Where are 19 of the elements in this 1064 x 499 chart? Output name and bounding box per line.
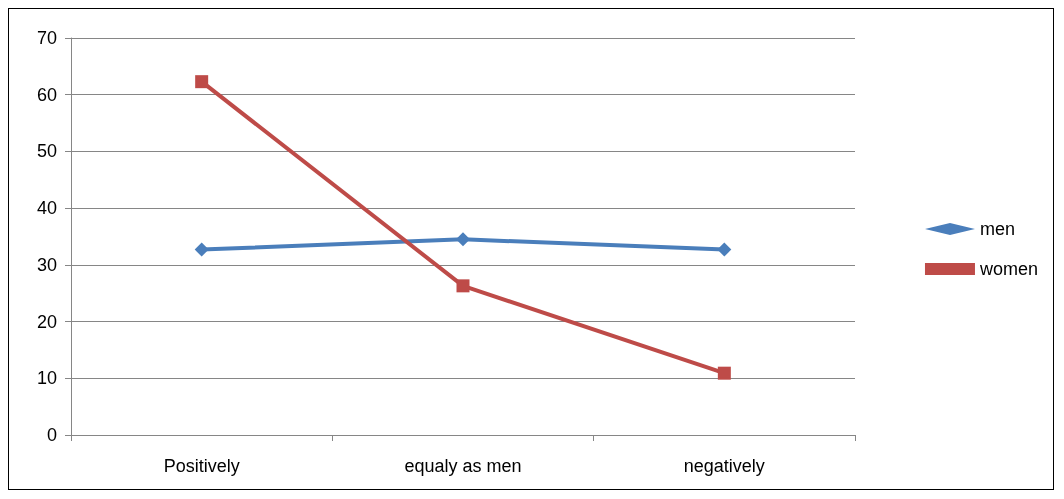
- x-tick-label: equaly as men: [404, 456, 522, 476]
- y-tick-label: 50: [36, 141, 57, 162]
- y-tick-label: 70: [36, 28, 57, 48]
- point: [195, 75, 209, 89]
- point: [717, 242, 732, 257]
- y-tick-label: 20: [36, 311, 57, 332]
- y-tick-label: 10: [36, 368, 57, 389]
- point: [456, 232, 470, 247]
- y-tick-label: 30: [36, 254, 57, 275]
- point: [717, 366, 731, 380]
- x-tick-label: negatively: [683, 456, 765, 476]
- y-tick-label: 60: [36, 84, 57, 105]
- point: [456, 279, 470, 293]
- y-tick-label: 0: [46, 425, 57, 445]
- x-tick-label: Positively: [163, 456, 240, 476]
- y-tick-label: 40: [36, 198, 57, 219]
- legend-label: women: [978, 259, 1039, 279]
- legend-label: men: [979, 219, 1015, 239]
- point: [194, 242, 209, 257]
